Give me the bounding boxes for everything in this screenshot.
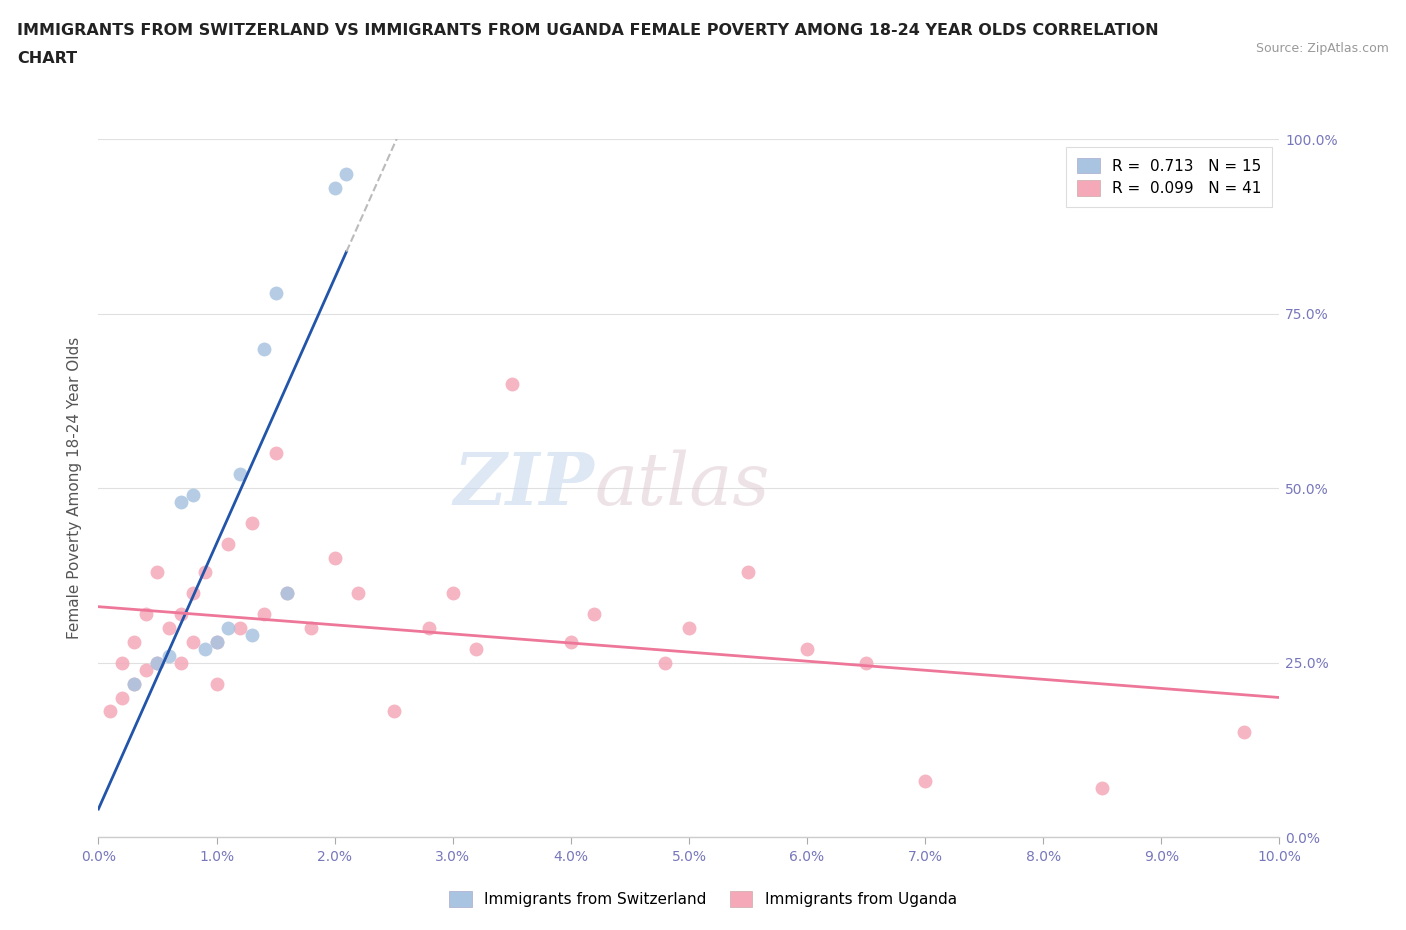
Point [229,467,252,482]
Point [181,488,204,503]
Point [264,445,287,460]
Point [855,656,877,671]
Point [276,586,298,601]
Text: IMMIGRANTS FROM SWITZERLAND VS IMMIGRANTS FROM UGANDA FEMALE POVERTY AMONG 18-24: IMMIGRANTS FROM SWITZERLAND VS IMMIGRANT… [17,23,1159,38]
Text: CHART: CHART [17,51,77,66]
Point [122,634,145,649]
Point [181,586,204,601]
Legend: Immigrants from Switzerland, Immigrants from Uganda: Immigrants from Switzerland, Immigrants … [443,884,963,913]
Point [111,690,134,705]
Point [157,648,180,663]
Point [240,515,263,530]
Point [1091,781,1114,796]
Point [135,662,157,677]
Point [111,656,134,671]
Point [217,620,239,635]
Y-axis label: Female Poverty Among 18-24 Year Olds: Female Poverty Among 18-24 Year Olds [67,338,83,640]
Point [122,676,145,691]
Point [135,606,157,621]
Point [181,634,204,649]
Point [217,537,239,551]
Point [253,341,276,356]
Legend: R =  0.713   N = 15, R =  0.099   N = 41: R = 0.713 N = 15, R = 0.099 N = 41 [1066,147,1272,206]
Point [205,634,228,649]
Point [240,628,263,643]
Point [170,656,193,671]
Point [170,495,193,510]
Text: atlas: atlas [595,449,770,520]
Point [335,167,357,182]
Point [253,606,276,621]
Point [796,642,818,657]
Point [323,180,346,196]
Point [465,642,488,657]
Point [98,704,121,719]
Point [205,676,228,691]
Point [157,620,180,635]
Point [560,634,582,649]
Point [264,286,287,300]
Point [501,376,523,391]
Point [347,586,370,601]
Point [382,704,405,719]
Point [146,656,169,671]
Point [441,586,464,601]
Point [323,551,346,565]
Point [122,676,145,691]
Text: Source: ZipAtlas.com: Source: ZipAtlas.com [1256,42,1389,55]
Point [654,656,676,671]
Point [678,620,700,635]
Point [205,634,228,649]
Text: ZIP: ZIP [454,449,595,520]
Point [146,565,169,579]
Point [146,656,169,671]
Point [194,642,217,657]
Point [276,586,298,601]
Point [1233,725,1256,740]
Point [170,606,193,621]
Point [914,774,936,789]
Point [418,620,440,635]
Point [229,620,252,635]
Point [583,606,606,621]
Point [737,565,759,579]
Point [299,620,322,635]
Point [194,565,217,579]
